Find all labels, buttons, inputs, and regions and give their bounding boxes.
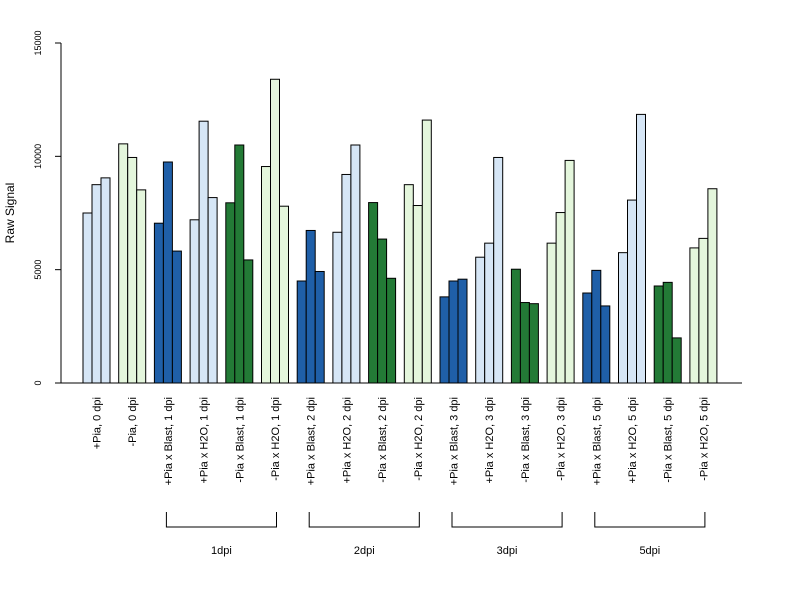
group-brackets: 1dpi 2dpi 3dpi 5dpi (165, 512, 706, 557)
x-tick-label: +Pia x H2O, 1 dpi (199, 397, 211, 484)
bar (421, 119, 432, 384)
group-label: 5dpi (639, 545, 660, 557)
bar (243, 259, 254, 384)
bar (636, 113, 646, 384)
x-tick-label: -Pia x Blast, 3 dpi (520, 397, 532, 483)
bar (519, 302, 530, 384)
x-tick-label: -Pia x H2O, 5 dpi (698, 397, 710, 481)
bar (475, 256, 486, 384)
bar (305, 229, 316, 384)
group-label: 3dpi (497, 545, 518, 557)
bar (448, 280, 459, 384)
group-bracket (451, 512, 563, 528)
x-tick-label: +Pia x Blast, 5 dpi (591, 397, 603, 485)
bar (270, 78, 280, 384)
bar (189, 219, 200, 384)
bar (457, 278, 468, 384)
x-tick-label: -Pia x H2O, 3 dpi (556, 397, 568, 481)
bar (439, 296, 450, 384)
bar (707, 188, 718, 384)
x-tick-label: -Pia x Blast, 5 dpi (663, 397, 675, 483)
bar (198, 120, 209, 384)
bar (82, 212, 93, 384)
x-tick-label: -Pia, 0 dpi (127, 397, 139, 447)
x-tick-label: +Pia x Blast, 1 dpi (163, 397, 175, 485)
bar (546, 242, 557, 384)
bar (386, 277, 397, 384)
bar (618, 252, 628, 384)
x-tick-label: +Pia x H2O, 5 dpi (627, 397, 639, 484)
x-tick-label: +Pia x Blast, 3 dpi (449, 397, 461, 485)
bar (100, 177, 111, 384)
bar (368, 202, 379, 384)
bar (350, 144, 361, 384)
bar (162, 161, 173, 384)
bar (493, 156, 504, 384)
group-bracket (165, 512, 277, 528)
bar (234, 144, 245, 384)
bar (153, 222, 164, 384)
bar (171, 250, 182, 384)
bar (225, 202, 236, 384)
x-tick-label: -Pia x H2O, 1 dpi (270, 397, 282, 481)
bar (261, 166, 271, 384)
group-bracket (594, 512, 706, 528)
y-tick-label: 0 (33, 380, 43, 385)
bar (582, 292, 593, 384)
y-tick-label: 10000 (33, 144, 43, 169)
x-tick-label: +Pia x H2O, 2 dpi (341, 397, 353, 484)
bar (600, 305, 611, 384)
group-label: 1dpi (211, 545, 232, 557)
x-tick-label: +Pia, 0 dpi (92, 397, 104, 449)
group-label: 2dpi (354, 545, 375, 557)
bar (91, 184, 102, 384)
y-axis-title: Raw Signal (3, 183, 17, 244)
x-tick-label: +Pia x Blast, 2 dpi (306, 397, 318, 485)
bar (662, 281, 673, 384)
bar (627, 199, 637, 384)
bar (136, 189, 147, 384)
bar (332, 231, 343, 384)
x-tick-label: -Pia x Blast, 1 dpi (234, 397, 246, 483)
bar (591, 269, 602, 384)
bar (689, 247, 700, 384)
bar (377, 238, 388, 384)
group-bracket (308, 512, 420, 528)
bar (127, 156, 138, 384)
bar (118, 143, 129, 384)
bar (314, 270, 325, 384)
x-tick-label: +Pia x H2O, 3 dpi (484, 397, 496, 484)
bar (698, 237, 709, 384)
bar (403, 184, 414, 384)
bars-layer (82, 78, 718, 384)
x-tick-label: -Pia x Blast, 2 dpi (377, 397, 389, 483)
bar (653, 285, 664, 384)
bar (484, 242, 495, 384)
y-tick-label: 15000 (33, 30, 43, 55)
bar (564, 159, 575, 384)
x-tick-labels: +Pia, 0 dpi -Pia, 0 dpi +Pia x Blast, 1 dp… (92, 397, 711, 485)
bar (279, 205, 289, 384)
bar (207, 197, 218, 384)
bar (341, 173, 352, 384)
bar (510, 268, 521, 384)
bar (412, 205, 423, 384)
y-tick-label: 5000 (33, 260, 43, 280)
bar (555, 212, 566, 384)
y-ticks: 0 5000 10000 15000 (33, 30, 61, 386)
bar (296, 280, 307, 384)
x-tick-label: -Pia x H2O, 2 dpi (413, 397, 425, 481)
bar (528, 303, 539, 384)
bar (671, 337, 682, 384)
